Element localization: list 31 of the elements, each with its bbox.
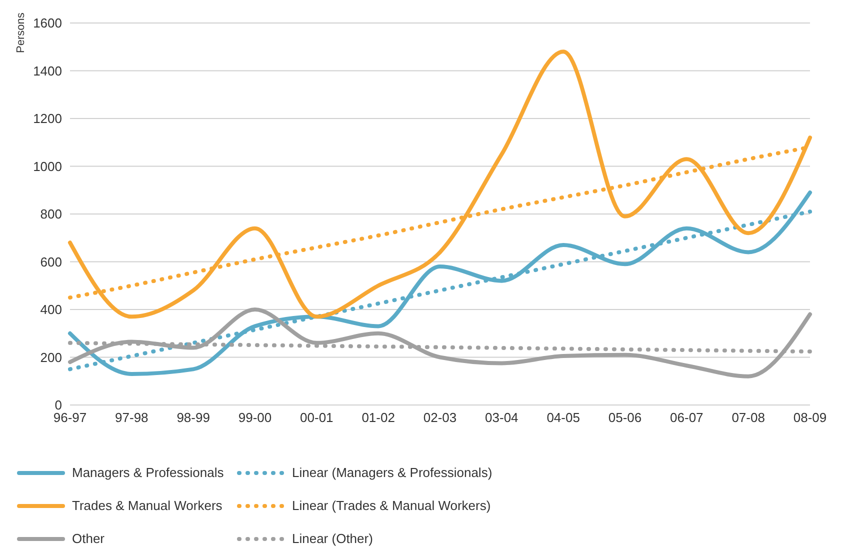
x-tick-label: 99-00 (238, 410, 272, 426)
x-tick-label: 98-99 (176, 410, 210, 426)
legend-label: Trades & Manual Workers (72, 498, 222, 513)
y-tick-label: 1200 (33, 111, 62, 126)
y-tick-label: 600 (40, 254, 62, 270)
x-tick-label: 97-98 (115, 410, 148, 426)
x-tick-label: 00-01 (300, 410, 334, 426)
y-tick-label: 1600 (33, 16, 62, 31)
x-tick-label: 08-09 (793, 410, 827, 426)
x-tick-label: 01-02 (362, 410, 395, 426)
x-tick-label: 07-08 (732, 410, 765, 426)
y-tick-label: 1000 (33, 158, 62, 174)
y-axis-title: Persons (14, 12, 27, 53)
x-tick-label: 06-07 (670, 410, 704, 426)
x-tick-label: 02-03 (423, 410, 457, 426)
legend-label: Linear (Trades & Manual Workers) (292, 498, 491, 513)
x-tick-label: 04-05 (546, 410, 580, 426)
y-tick-label: 1400 (33, 63, 62, 78)
x-tick-label: 96-97 (53, 410, 87, 426)
y-tick-label: 200 (40, 350, 62, 365)
y-tick-label: 400 (40, 302, 62, 318)
x-tick-label: 05-06 (608, 410, 642, 426)
legend-label: Managers & Professionals (72, 465, 224, 480)
legend-label: Other (72, 531, 105, 546)
legend-label: Linear (Managers & Professionals) (292, 465, 492, 480)
line-series (68, 50, 812, 319)
x-tick-label: 03-04 (485, 410, 518, 426)
line-series (68, 308, 812, 378)
legend-label: Linear (Other) (292, 531, 373, 546)
y-tick-label: 0 (54, 398, 62, 413)
y-tick-label: 800 (40, 206, 62, 222)
